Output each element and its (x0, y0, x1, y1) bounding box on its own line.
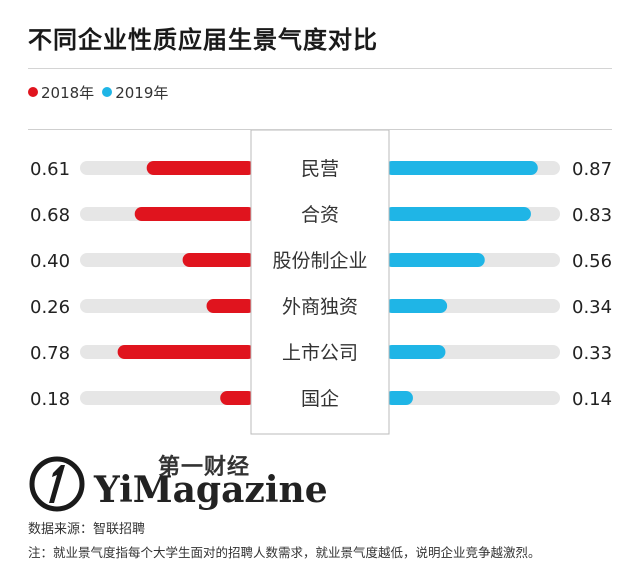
bar-2019-1 (385, 207, 531, 221)
value-label-2018-1: 0.68 (30, 205, 70, 226)
value-label-2018-4: 0.78 (30, 343, 70, 364)
category-label-0: 民营 (301, 158, 339, 180)
bar-2019-5 (385, 391, 413, 405)
legend-label-2019: 2019年 (115, 83, 169, 102)
logo-chinese-text: 第一财经 (158, 455, 251, 480)
bar-2018-3 (206, 299, 255, 313)
category-label-1: 合资 (301, 204, 339, 226)
chart-title: 不同企业性质应届生景气度对比 (28, 26, 378, 54)
category-label-2: 股份制企业 (272, 250, 367, 272)
legend-swatch-2018 (28, 87, 38, 97)
butterfly-bar-chart: 民营 0.61 0.87 合资 0.68 0.83 股份制企业 0.40 0.56 外商独资 0.2… (30, 130, 612, 435)
bar-2018-1 (134, 207, 255, 221)
legend-swatch-2019 (102, 87, 113, 97)
legend: 2018年 2019年 (28, 82, 176, 102)
value-label-2019-0: 0.87 (572, 159, 612, 180)
value-label-2018-3: 0.26 (30, 297, 70, 318)
legend-label-2018: 2018年 (41, 83, 95, 102)
track-2019-5 (389, 391, 560, 405)
bar-2018-5 (220, 391, 255, 405)
category-label-5: 国企 (301, 388, 339, 410)
legend-item-2019: 2019年 (102, 82, 168, 103)
value-label-2018-5: 0.18 (30, 389, 70, 410)
value-label-2019-5: 0.14 (572, 389, 612, 410)
category-label-3: 外商独资 (282, 296, 358, 318)
title-divider (28, 68, 612, 69)
value-label-2018-0: 0.61 (30, 159, 70, 180)
logo-english-text: YiMagazine (94, 469, 328, 511)
bar-2019-4 (385, 345, 446, 359)
bar-2018-0 (146, 161, 255, 175)
category-box (250, 130, 390, 435)
bar-2019-0 (385, 161, 538, 175)
legend-item-2018: 2018年 (28, 82, 94, 103)
bar-2019-2 (385, 253, 485, 267)
bar-2019-3 (385, 299, 448, 313)
bar-2018-2 (182, 253, 255, 267)
yimagazine-logo-icon (29, 456, 85, 512)
track-2018-5 (80, 391, 251, 405)
category-label-4: 上市公司 (282, 342, 358, 364)
value-label-2019-1: 0.83 (572, 205, 612, 226)
data-source: 数据来源：智联招聘 (28, 522, 146, 537)
value-label-2019-3: 0.34 (572, 297, 612, 318)
value-label-2019-4: 0.33 (572, 343, 612, 364)
bar-2018-4 (117, 345, 256, 359)
value-label-2019-2: 0.56 (572, 251, 612, 272)
value-label-2018-2: 0.40 (30, 251, 70, 272)
footnote: 注：就业景气度指每个大学生面对的招聘人数需求，就业景气度越低，说明企业竞争越激烈… (28, 545, 541, 560)
logo: 第一财经 YiMagazine (28, 447, 328, 517)
